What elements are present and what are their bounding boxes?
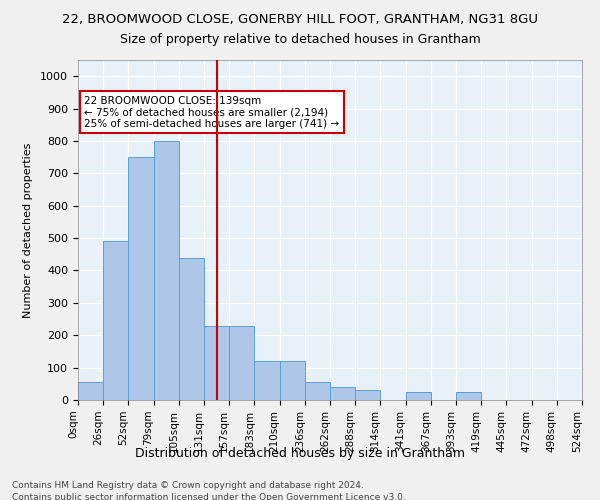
- Bar: [204, 326, 229, 400]
- Text: Distribution of detached houses by size in Grantham: Distribution of detached houses by size …: [135, 448, 465, 460]
- Bar: [78, 382, 103, 400]
- Text: Contains public sector information licensed under the Open Government Licence v3: Contains public sector information licen…: [12, 492, 406, 500]
- Bar: [330, 387, 355, 400]
- Y-axis label: Number of detached properties: Number of detached properties: [23, 142, 34, 318]
- Bar: [229, 326, 254, 400]
- Bar: [355, 390, 380, 400]
- Text: 22 BROOMWOOD CLOSE: 139sqm
← 75% of detached houses are smaller (2,194)
25% of s: 22 BROOMWOOD CLOSE: 139sqm ← 75% of deta…: [84, 96, 340, 129]
- Bar: [254, 361, 280, 400]
- Text: 22, BROOMWOOD CLOSE, GONERBY HILL FOOT, GRANTHAM, NG31 8GU: 22, BROOMWOOD CLOSE, GONERBY HILL FOOT, …: [62, 12, 538, 26]
- Bar: [456, 392, 481, 400]
- Bar: [280, 361, 305, 400]
- Text: Contains HM Land Registry data © Crown copyright and database right 2024.: Contains HM Land Registry data © Crown c…: [12, 481, 364, 490]
- Bar: [179, 258, 204, 400]
- Bar: [406, 392, 431, 400]
- Bar: [103, 242, 128, 400]
- Bar: [154, 141, 179, 400]
- Bar: [305, 382, 330, 400]
- Bar: [128, 157, 154, 400]
- Text: Size of property relative to detached houses in Grantham: Size of property relative to detached ho…: [119, 32, 481, 46]
